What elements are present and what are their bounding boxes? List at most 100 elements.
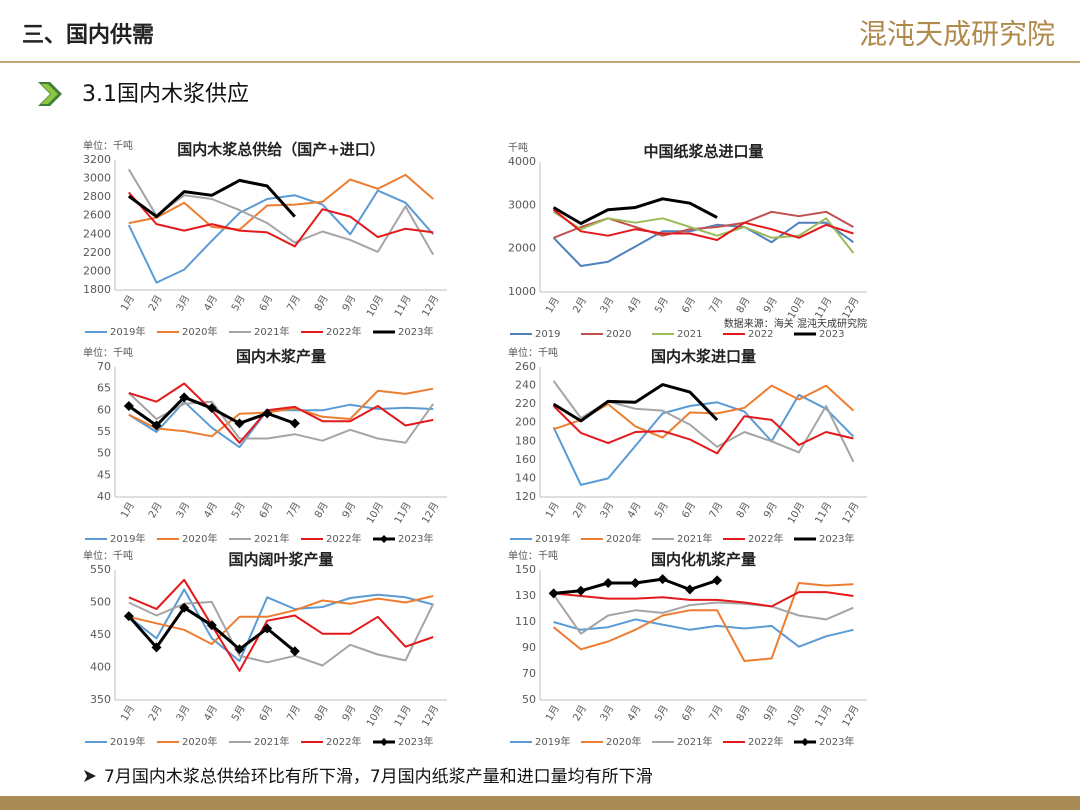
- x-tick-label: 9月: [761, 500, 780, 520]
- point-marker: [179, 392, 190, 403]
- legend-label: 2021年: [677, 735, 712, 748]
- legend-label: 2022年: [326, 325, 361, 338]
- unit-label: 单位：千吨: [83, 139, 133, 152]
- x-tick-label: 9月: [340, 293, 359, 313]
- legend-label: 2021年: [254, 532, 289, 545]
- x-tick-label: 5月: [652, 295, 671, 315]
- y-tick-label: 260: [515, 360, 536, 373]
- x-tick-label: 1月: [543, 703, 562, 723]
- point-marker: [123, 401, 134, 411]
- y-tick-label: 400: [90, 661, 111, 674]
- series-line: [552, 208, 854, 241]
- chart-title: 国内化机浆产量: [651, 551, 756, 569]
- x-tick-label: 6月: [257, 293, 276, 313]
- x-tick-label: 10月: [364, 500, 386, 526]
- chevron-icon-inner: [41, 84, 58, 104]
- x-tick-label: 5月: [652, 500, 671, 520]
- y-tick-label: 3000: [508, 198, 536, 211]
- legend-label: 2023年: [398, 735, 433, 748]
- series-line: [128, 588, 434, 662]
- point-marker: [206, 620, 217, 631]
- x-tick-label: 10月: [785, 703, 807, 729]
- point-marker: [657, 574, 668, 585]
- footer-bar: [0, 796, 1080, 810]
- unit-label: 千吨: [508, 141, 528, 154]
- x-tick-label: 6月: [679, 500, 698, 520]
- x-tick-label: 7月: [707, 703, 726, 723]
- legend-label: 2020年: [606, 532, 641, 545]
- x-tick-label: 9月: [340, 703, 359, 723]
- series-line: [553, 618, 854, 648]
- y-tick-label: 3000: [83, 172, 111, 185]
- legend-label: 2023年: [398, 325, 433, 338]
- point-marker: [603, 578, 614, 588]
- legend-label: 2019年: [110, 735, 145, 748]
- section-title: 三、国内供需: [22, 22, 154, 48]
- x-tick-label: 10月: [364, 703, 386, 729]
- legend-marker: [380, 738, 388, 746]
- y-tick-label: 450: [90, 628, 111, 641]
- legend-label: 2022年: [326, 532, 361, 545]
- y-tick-label: 500: [90, 596, 111, 609]
- x-tick-label: 7月: [284, 703, 303, 723]
- chart-title: 中国纸浆总进口量: [643, 143, 763, 161]
- legend-label: 2022: [748, 329, 773, 340]
- y-tick-label: 60: [97, 403, 111, 416]
- chart-title: 国内木浆总供给（国产+进口）: [177, 141, 385, 159]
- y-tick-label: 550: [90, 563, 111, 576]
- series-line: [127, 189, 434, 284]
- x-tick-label: 7月: [707, 295, 726, 315]
- y-tick-label: 150: [515, 563, 536, 576]
- x-tick-label: 8月: [734, 295, 753, 315]
- series-line: [553, 591, 854, 608]
- x-tick-label: 12月: [840, 703, 862, 729]
- logo: 混沌天成研究院: [859, 18, 1055, 51]
- x-tick-label: 9月: [761, 703, 780, 723]
- series-line: [128, 392, 435, 444]
- point-marker: [234, 644, 245, 655]
- y-tick-label: 70: [522, 667, 536, 680]
- series-line: [552, 383, 719, 423]
- subtitle: 3.1国内木浆供应: [82, 82, 249, 107]
- series-line: [128, 382, 434, 444]
- x-tick-label: 12月: [420, 293, 442, 319]
- series-line: [127, 168, 435, 256]
- series-line: [128, 191, 434, 248]
- legend-label: 2020年: [606, 735, 641, 748]
- y-tick-label: 140: [515, 471, 536, 484]
- legend-label: 2020: [606, 329, 631, 340]
- chart-title: 国内木浆产量: [236, 348, 326, 366]
- point-marker: [712, 575, 723, 586]
- y-tick-label: 40: [97, 490, 111, 503]
- x-tick-label: 1月: [118, 703, 137, 723]
- series-line: [552, 197, 718, 225]
- series-line: [552, 380, 855, 463]
- x-tick-label: 3月: [174, 703, 193, 723]
- y-tick-label: 110: [515, 615, 536, 628]
- legend-label: 2022年: [326, 735, 361, 748]
- legend-label: 2021: [677, 329, 702, 340]
- x-tick-label: 11月: [392, 293, 414, 319]
- series-line: [552, 405, 854, 455]
- x-tick-label: 8月: [312, 293, 331, 313]
- x-tick-label: 2月: [146, 293, 165, 313]
- x-tick-label: 9月: [761, 295, 780, 315]
- legend-label: 2020年: [182, 325, 217, 338]
- legend-label: 2020年: [182, 735, 217, 748]
- y-tick-label: 55: [97, 425, 111, 438]
- x-tick-label: 1月: [118, 293, 137, 313]
- y-tick-label: 2000: [508, 242, 536, 255]
- series-line: [553, 210, 855, 254]
- legend-label: 2021年: [254, 735, 289, 748]
- x-tick-label: 8月: [734, 500, 753, 520]
- x-tick-label: 2月: [570, 295, 589, 315]
- y-tick-label: 90: [522, 641, 536, 654]
- legend-marker: [380, 535, 388, 543]
- legend-label: 2023年: [398, 532, 433, 545]
- legend-label: 2019年: [535, 532, 570, 545]
- x-tick-label: 8月: [734, 703, 753, 723]
- legend-label: 2022年: [748, 735, 783, 748]
- series-line: [128, 173, 434, 231]
- point-marker: [234, 418, 245, 429]
